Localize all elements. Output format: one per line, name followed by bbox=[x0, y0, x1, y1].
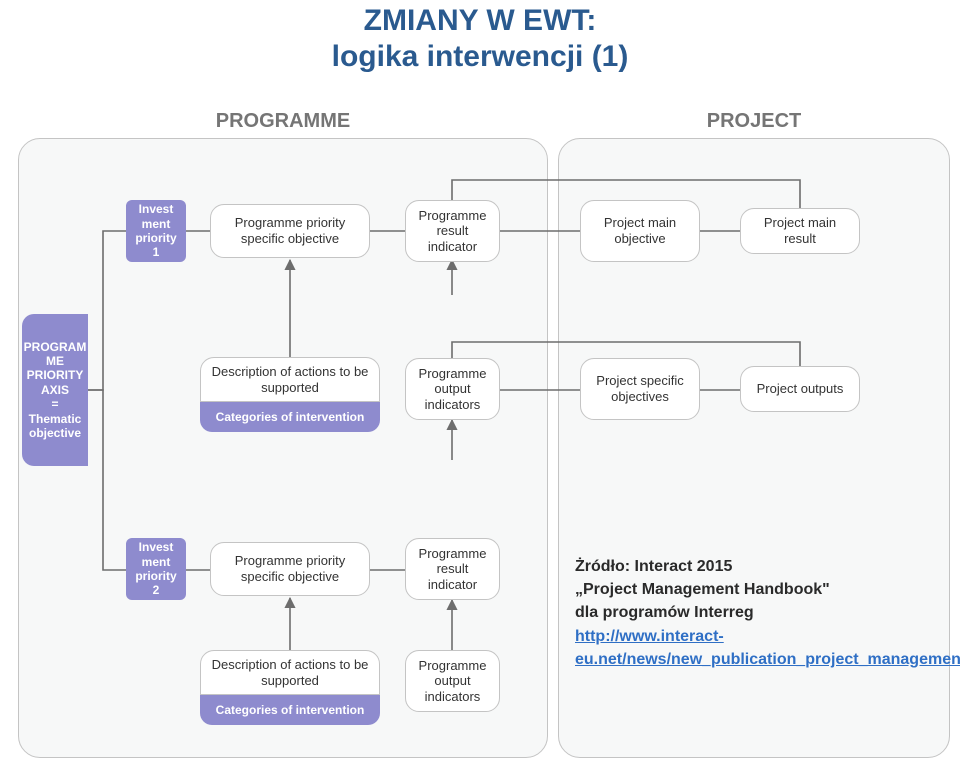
box-proj-main-obj: Project main objective bbox=[580, 200, 700, 262]
box-desc-actions-1: Description of actions to be supported bbox=[200, 357, 380, 402]
box-proj-outputs: Project outputs bbox=[740, 366, 860, 412]
source-line-2: „Project Management Handbook" bbox=[575, 581, 830, 598]
diagram-canvas: ZMIANY W EWT: logika interwencji (1) PRO… bbox=[0, 0, 960, 783]
panel-label-programme: PROGRAMME bbox=[18, 110, 548, 133]
box-priority-axis: PROGRAM ME PRIORITY AXIS = Thematic obje… bbox=[22, 314, 88, 466]
box-desc-actions-2: Description of actions to be supported bbox=[200, 650, 380, 695]
box-proj-spec-obj: Project specific objectives bbox=[580, 358, 700, 420]
box-output-indicators-2: Programme output indicators bbox=[405, 650, 500, 712]
box-result-indicator-1: Programme result indicator bbox=[405, 200, 500, 262]
box-invest-1: Invest ment priority 1 bbox=[126, 200, 186, 262]
title-line-2: logika interwencji (1) bbox=[0, 40, 960, 74]
box-invest-2: Invest ment priority 2 bbox=[126, 538, 186, 600]
source-citation: Żródło: Interact 2015 „Project Managemen… bbox=[575, 555, 950, 671]
title-line-1: ZMIANY W EWT: bbox=[0, 4, 960, 38]
source-link[interactable]: http://www.interact-eu.net/news/new_publ… bbox=[575, 628, 960, 668]
box-prog-spec-obj-2: Programme priority specific objective bbox=[210, 542, 370, 596]
box-output-indicators-1: Programme output indicators bbox=[405, 358, 500, 420]
box-prog-spec-obj-1: Programme priority specific objective bbox=[210, 204, 370, 258]
box-result-indicator-2: Programme result indicator bbox=[405, 538, 500, 600]
source-line-3: dla programów Interreg bbox=[575, 604, 754, 621]
source-line-1: Żródło: Interact 2015 bbox=[575, 558, 732, 575]
box-cat-interv-1: Categories of intervention bbox=[200, 402, 380, 432]
box-cat-interv-2: Categories of intervention bbox=[200, 695, 380, 725]
box-proj-main-result: Project main result bbox=[740, 208, 860, 254]
panel-label-project: PROJECT bbox=[558, 110, 950, 133]
